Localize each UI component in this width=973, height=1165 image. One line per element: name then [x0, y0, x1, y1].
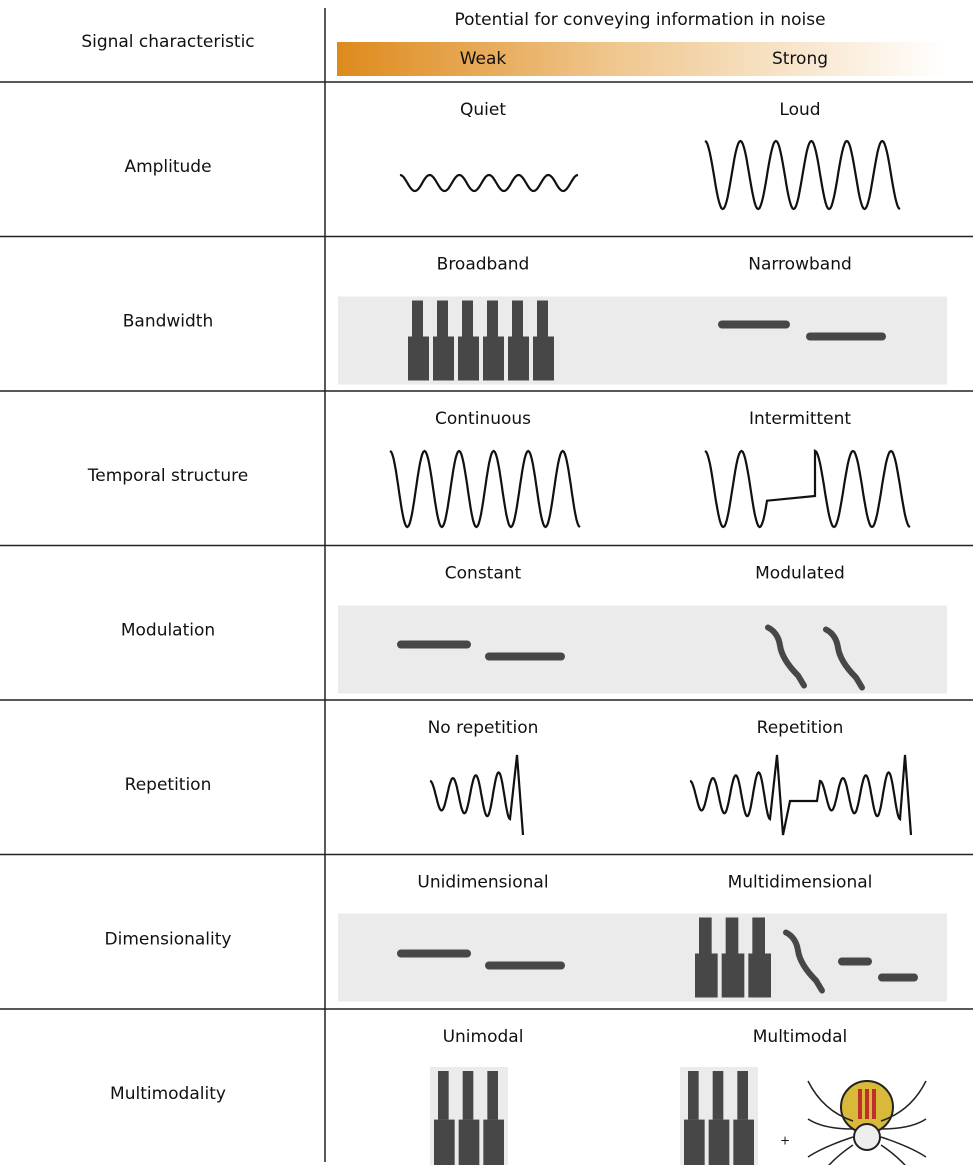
broadband-block: [458, 1119, 480, 1165]
continuous-wave: [389, 449, 581, 529]
column-header: Signal characteristic: [81, 32, 254, 52]
strong-caption: Loud: [779, 100, 820, 120]
broadband-block: [483, 336, 504, 381]
broadband-block: [699, 917, 712, 954]
broadband-block: [725, 917, 739, 954]
tone-bar: [485, 652, 565, 661]
weak-caption: Broadband: [437, 255, 530, 275]
broadband-block: [748, 953, 771, 998]
broadband-block: [695, 953, 718, 998]
broadband-block: [412, 300, 423, 337]
broadband-block: [512, 300, 523, 337]
broadband-block: [462, 1071, 474, 1120]
broadband-block: [487, 300, 498, 337]
weak-caption: No repetition: [428, 718, 539, 738]
broadband-block: [737, 1071, 748, 1120]
weak-caption: Unidimensional: [417, 873, 548, 893]
loud-wave: [704, 139, 901, 211]
broadband-block: [537, 300, 548, 337]
broadband-block: [688, 1071, 699, 1120]
broadband-block: [458, 336, 479, 381]
broadband-block: [438, 1071, 449, 1120]
broadband-block: [533, 336, 554, 381]
sweep: [765, 624, 807, 689]
broadband-block: [437, 300, 448, 337]
strong-label: Strong: [772, 49, 828, 69]
broadband-block: [684, 1119, 705, 1165]
weak-caption: Continuous: [435, 409, 531, 429]
spider-leg: [880, 1136, 927, 1158]
tone-bar: [838, 957, 872, 966]
spider-leg: [807, 1118, 854, 1130]
spider-head: [853, 1123, 881, 1151]
broadband-block: [508, 336, 529, 381]
sweep: [783, 929, 825, 994]
strong-caption: Narrowband: [748, 255, 852, 275]
spider-leg: [807, 1136, 854, 1158]
row-label: Bandwidth: [123, 312, 214, 332]
spider-stripe: [872, 1089, 876, 1119]
intermittent-wave: [704, 449, 911, 529]
strong-caption: Modulated: [755, 564, 845, 584]
row-label: Multimodality: [110, 1084, 226, 1104]
broadband-block: [408, 336, 429, 381]
tone-bar: [397, 949, 471, 958]
tone-bar: [718, 320, 790, 329]
weak-caption: Constant: [445, 564, 522, 584]
weak-caption: Unimodal: [443, 1027, 524, 1047]
broadband-block: [752, 917, 765, 954]
strong-caption: Intermittent: [749, 409, 851, 429]
row-label: Temporal structure: [87, 466, 248, 486]
strength-gradient: [337, 42, 947, 76]
broadband-block: [721, 953, 745, 998]
tone-bar: [397, 640, 471, 649]
broadband-block: [487, 1071, 498, 1120]
spider-leg: [880, 1118, 927, 1130]
spider-stripe: [858, 1089, 862, 1119]
broadband-block: [434, 1119, 455, 1165]
row-label: Modulation: [121, 621, 215, 641]
spider-stripe: [865, 1089, 869, 1119]
strong-caption: Multimodal: [753, 1027, 847, 1047]
broadband-block: [712, 1071, 724, 1120]
broadband-block: [462, 300, 473, 337]
broadband-block: [708, 1119, 730, 1165]
strong-caption: Repetition: [757, 718, 844, 738]
spider-leg: [828, 1144, 854, 1165]
sweep: [823, 626, 865, 691]
tone-bar: [806, 332, 886, 341]
tone-bar: [878, 973, 918, 982]
broadband-block: [483, 1119, 504, 1165]
plus-sign: +: [780, 1134, 790, 1148]
row-label: Dimensionality: [105, 930, 232, 950]
broadband-block: [733, 1119, 754, 1165]
repetition-wave: [689, 754, 913, 836]
spider-leg: [880, 1080, 927, 1122]
quiet-wave: [399, 173, 579, 193]
weak-label: Weak: [460, 49, 507, 69]
strong-caption: Multidimensional: [728, 873, 873, 893]
tone-bar: [485, 961, 565, 970]
header-title: Potential for conveying information in n…: [454, 10, 825, 30]
spectrogram-panel: [338, 605, 947, 694]
row-label: Amplitude: [124, 157, 211, 177]
spider-leg: [880, 1144, 906, 1165]
weak-caption: Quiet: [460, 100, 506, 120]
broadband-block: [433, 336, 454, 381]
no-repetition-wave: [429, 754, 525, 836]
spider-leg: [807, 1080, 854, 1122]
row-label: Repetition: [125, 775, 212, 795]
